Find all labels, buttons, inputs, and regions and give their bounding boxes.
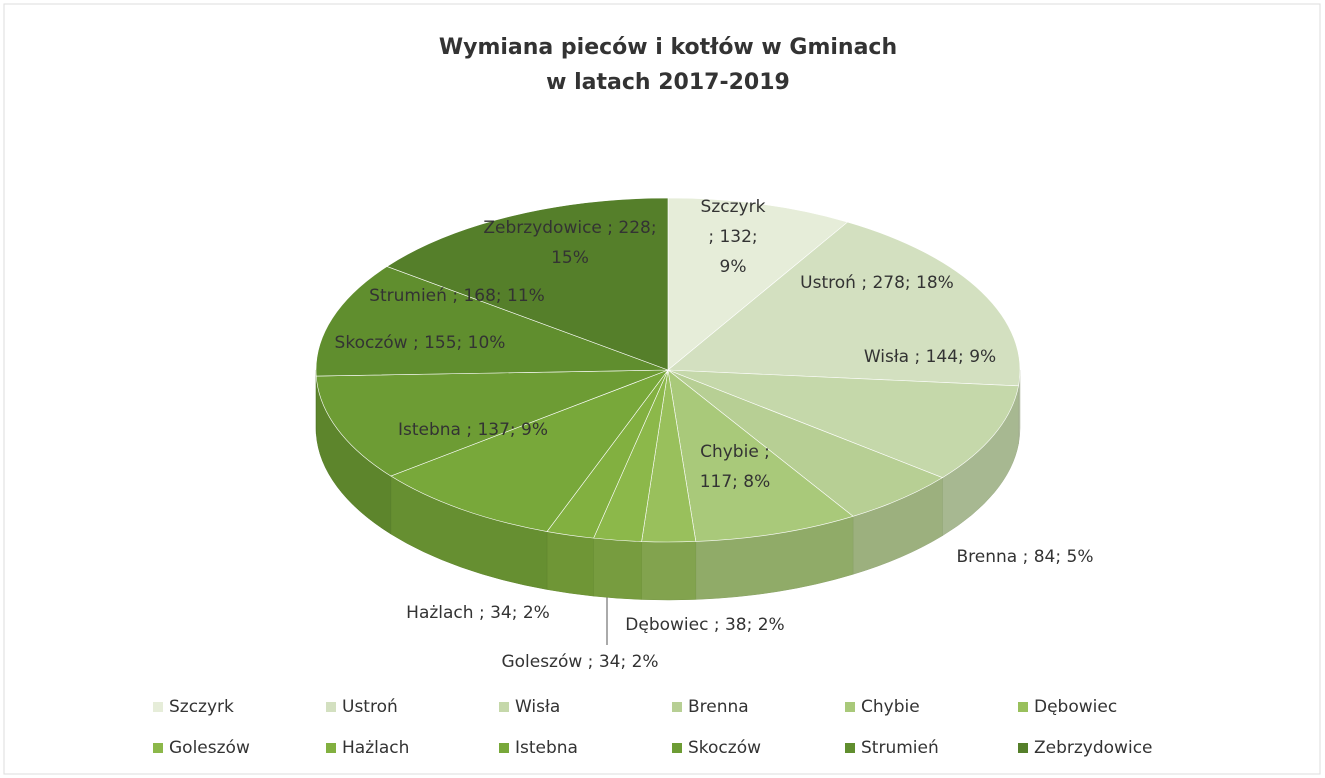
legend-label: Brenna: [688, 697, 749, 717]
chart-title: Wymiana pieców i kotłów w Gminach: [439, 35, 897, 60]
slice: [390, 369, 669, 532]
data-label: 117; 8%: [700, 472, 771, 492]
legend-swatch: [1018, 743, 1028, 753]
legend-swatch: [326, 743, 336, 753]
slice: [315, 266, 669, 377]
data-label: Wisła ; 144; 9%: [864, 347, 996, 367]
legend-label: Szczyrk: [169, 697, 234, 717]
data-label: Szczyrk: [701, 197, 766, 217]
data-label: Ustroń ; 278; 18%: [800, 273, 954, 293]
legend-swatch: [326, 702, 336, 712]
slice: [667, 221, 1021, 387]
slice: [667, 369, 854, 542]
legend-swatch: [1018, 702, 1028, 712]
slice-side: [641, 541, 697, 601]
legend-label: Dębowiec: [1034, 697, 1117, 717]
chart-title: w latach 2017-2019: [546, 70, 790, 95]
data-label: 9%: [720, 257, 747, 277]
legend-label: Istebna: [515, 738, 578, 758]
data-label: Goleszów ; 34; 2%: [501, 652, 658, 672]
data-label: Dębowiec ; 38; 2%: [625, 615, 784, 635]
legend-label: Strumień: [861, 738, 939, 758]
legend-label: Wisła: [515, 697, 560, 717]
legend-label: Skoczów: [688, 738, 761, 758]
slice: [667, 197, 849, 371]
legend-label: Chybie: [861, 697, 920, 717]
slice: [667, 369, 1019, 479]
legend-swatch: [153, 702, 163, 712]
legend-label: Goleszów: [169, 738, 250, 758]
legend-swatch: [845, 743, 855, 753]
legend-swatch: [499, 743, 509, 753]
slice: [386, 197, 669, 371]
data-label: Zebrzydowice ; 228;: [483, 218, 656, 238]
data-label: Chybie ;: [700, 442, 770, 462]
legend-swatch: [153, 743, 163, 753]
legend-swatch: [672, 702, 682, 712]
legend-label: Ustroń: [342, 697, 398, 717]
legend-label: Zebrzydowice: [1034, 738, 1153, 758]
legend-swatch: [845, 702, 855, 712]
data-label: 15%: [551, 248, 589, 268]
slice: [315, 369, 669, 477]
data-label: Strumień ; 168; 11%: [369, 286, 545, 306]
data-label: Brenna ; 84; 5%: [957, 547, 1094, 567]
data-label: Hażlach ; 34; 2%: [406, 603, 550, 623]
slice-side: [593, 537, 642, 600]
slice-side: [546, 531, 594, 597]
legend-swatch: [672, 743, 682, 753]
legend-label: Hażlach: [342, 738, 409, 758]
data-label: Skoczów ; 155; 10%: [335, 333, 506, 353]
legend-swatch: [499, 702, 509, 712]
data-label: ; 132;: [708, 227, 757, 247]
data-label: Istebna ; 137; 9%: [398, 420, 548, 440]
